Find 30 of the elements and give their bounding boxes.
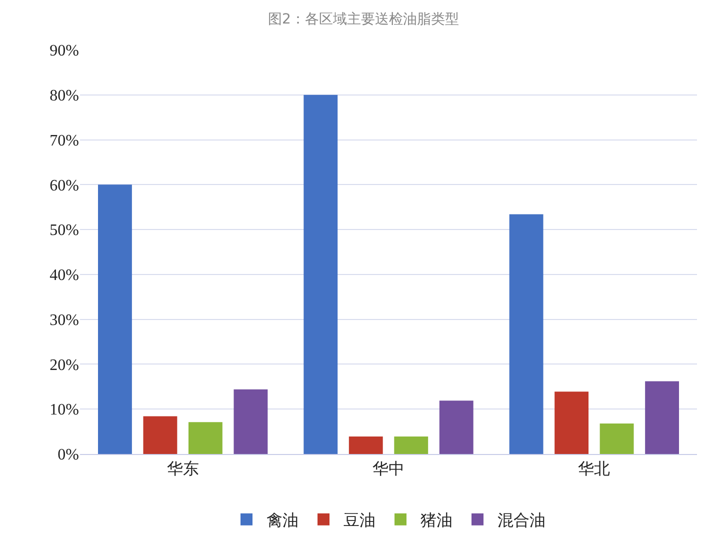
chart-title: 图2：各区域主要送检油脂类型 [268, 12, 459, 28]
bar [600, 423, 634, 454]
x-tick-label: 华北 [578, 460, 610, 478]
y-tick-label: 10% [50, 402, 79, 419]
y-tick-label: 50% [50, 222, 79, 240]
y-tick-label: 30% [50, 312, 79, 329]
legend-label: 禽油 [266, 512, 298, 530]
y-tick-label: 90% [50, 42, 79, 60]
y-tick-label: 0% [58, 446, 79, 464]
bar [143, 416, 178, 454]
x-tick-label: 华东 [166, 460, 199, 478]
bar [645, 381, 679, 454]
bar [509, 214, 544, 454]
y-tick-label: 60% [50, 177, 79, 194]
bar [304, 94, 338, 454]
bar [188, 422, 222, 454]
bar [554, 392, 589, 454]
y-tick-label: 70% [50, 132, 79, 150]
y-tick-label: 80% [50, 87, 79, 104]
bar [98, 184, 132, 454]
bar [234, 389, 268, 454]
bar [394, 436, 428, 454]
bar [439, 400, 474, 454]
y-tick-label: 20% [50, 356, 79, 374]
legend-label: 豆油 [344, 512, 376, 530]
legend-label: 混合油 [498, 512, 546, 530]
bar [348, 436, 383, 454]
y-tick-label: 40% [50, 267, 79, 284]
legend-label: 猪油 [420, 512, 452, 530]
x-tick-label: 华中 [372, 460, 404, 478]
